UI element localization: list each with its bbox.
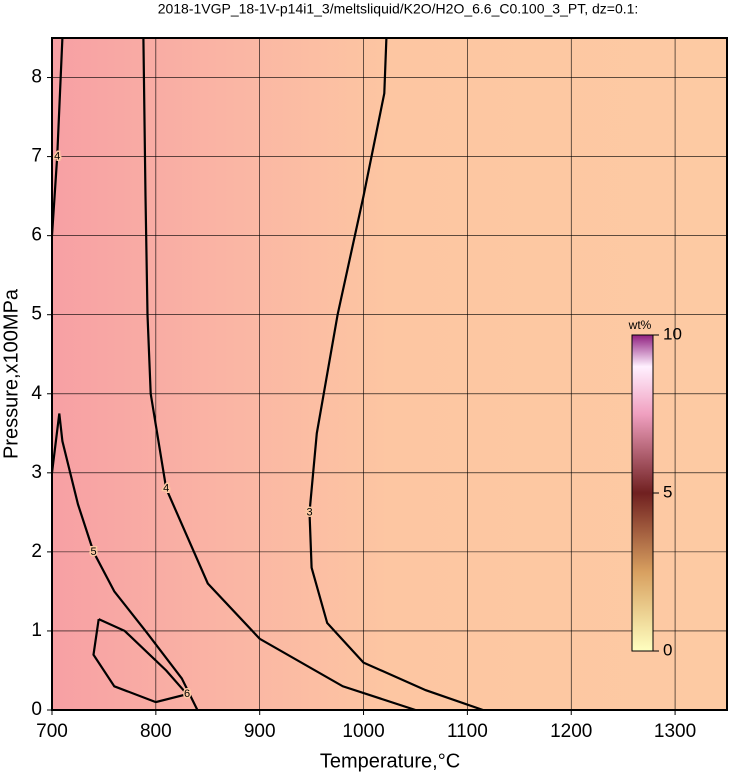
- x-axis-label: Temperature,°C: [320, 750, 460, 772]
- colorbar-tick-label: 10: [663, 324, 682, 343]
- x-tick-label: 900: [244, 721, 276, 742]
- contour-label: 5: [90, 546, 96, 558]
- y-tick-label: 3: [31, 462, 42, 483]
- plot-frame: [51, 37, 728, 711]
- colorbar-label: wt%: [628, 318, 652, 332]
- contour-line: [52, 413, 199, 710]
- contour-label: 4: [54, 150, 60, 162]
- contour-label: 3: [306, 506, 312, 518]
- contour-label: 4: [163, 483, 169, 495]
- contour-label: 6: [184, 688, 190, 700]
- contour-line: [92, 618, 190, 704]
- colorbar: [631, 334, 654, 652]
- x-tick-label: 1000: [342, 721, 384, 742]
- x-tick-label: 800: [140, 721, 172, 742]
- y-tick-label: 6: [31, 225, 42, 246]
- colorbar-tick-label: 5: [663, 482, 672, 501]
- x-tick-label: 700: [36, 721, 68, 742]
- y-tick-label: 0: [31, 699, 42, 720]
- contour-line: [308, 38, 484, 710]
- contour-line: [142, 38, 416, 710]
- colorbar-tick-label: 0: [663, 640, 672, 659]
- y-tick-label: 2: [31, 541, 42, 562]
- chart-title: 2018-1VGP_18-1V-p14i1_3/meltsliquid/K2O/…: [158, 1, 639, 17]
- y-tick-label: 7: [31, 146, 42, 167]
- x-tick-label: 1100: [447, 721, 488, 742]
- x-tick-label: 1300: [654, 721, 696, 742]
- y-tick-label: 8: [31, 67, 42, 88]
- plot-area: [52, 38, 727, 710]
- y-tick-label: 4: [31, 383, 42, 404]
- y-tick-label: 1: [31, 620, 42, 641]
- y-axis-label: Pressure,x100MPa: [0, 288, 22, 459]
- x-tick-label: 1200: [550, 721, 592, 742]
- y-tick-label: 5: [31, 304, 42, 325]
- contour-line: [52, 38, 64, 236]
